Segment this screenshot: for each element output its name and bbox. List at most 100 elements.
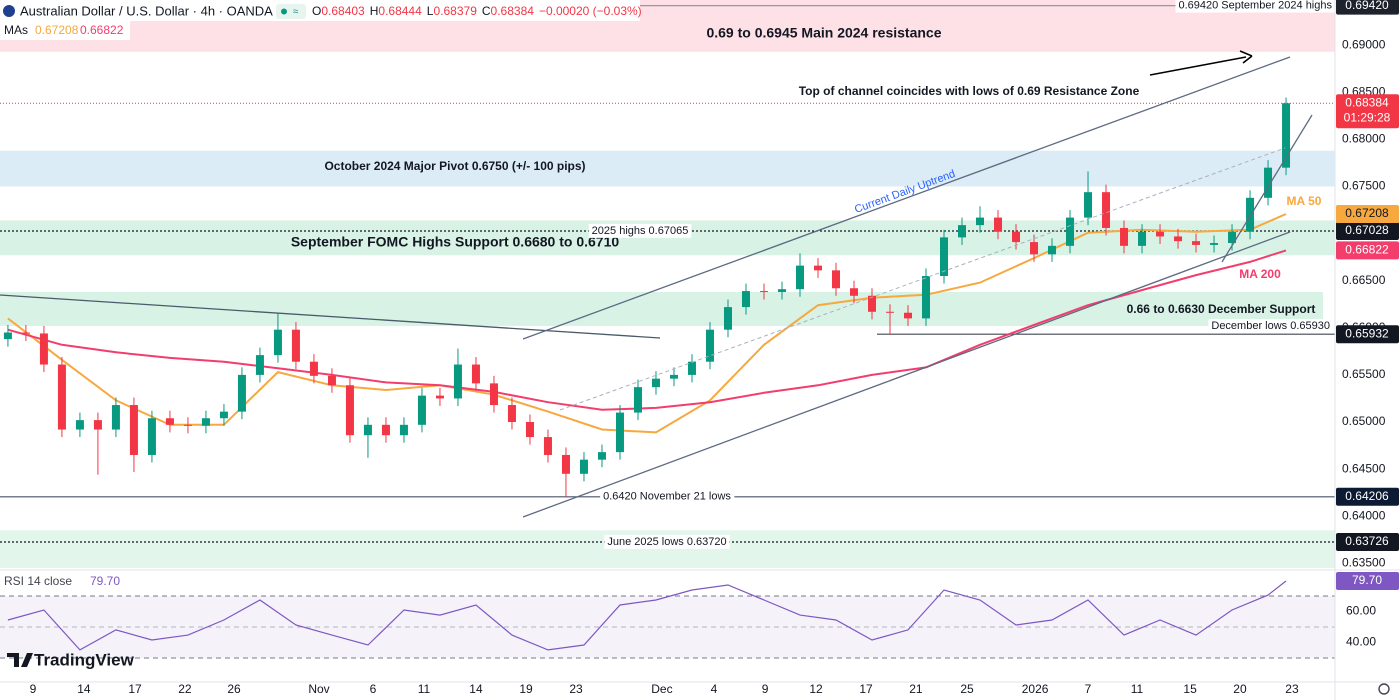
x-tick-label: 9 (30, 682, 37, 696)
candle-body (1264, 167, 1273, 198)
level-note: 0.69420 September 2024 highs (1178, 0, 1332, 12)
x-tick-label: 17 (128, 682, 142, 696)
brand-logo (7, 653, 33, 667)
series-label: MA 50 (1287, 194, 1322, 208)
ohlc-value: 0.68384 (491, 4, 535, 18)
level-badge-label: 0.69420 (1345, 0, 1389, 12)
candle-body (976, 217, 985, 226)
header-buttons[interactable] (276, 4, 306, 19)
candle-body (75, 420, 84, 430)
candle-body (21, 332, 30, 334)
candle-body (1012, 231, 1021, 243)
x-tick-label: Dec (651, 682, 672, 696)
ohlc-change: −0.00020 (−0.03%) (539, 4, 642, 18)
channel-upper-line (522, 56, 1291, 340)
candle-body (958, 225, 967, 238)
candle-body (1246, 197, 1255, 232)
candle-body (183, 424, 192, 426)
candle-body (111, 405, 120, 430)
x-tick-label: 6 (370, 682, 377, 696)
candle-body (741, 291, 750, 308)
channel-lower-line (522, 231, 1291, 518)
candle-body (1282, 103, 1291, 168)
rsi-badge-label: 79.70 (1352, 573, 1382, 587)
symbol-title[interactable]: Australian Dollar / U.S. Dollar · 4h · O… (20, 3, 273, 18)
arrow-line (1149, 56, 1247, 76)
candle-body (1228, 231, 1237, 244)
countdown-label: 01:29:28 (1344, 110, 1391, 124)
x-tick-label: 11 (418, 682, 431, 696)
candle-body (129, 405, 138, 455)
candle-body (489, 383, 498, 406)
candle-body (849, 288, 858, 296)
settings-icon[interactable] (1378, 683, 1390, 695)
y-tick-label: 0.64500 (1342, 461, 1386, 475)
level-note: December lows 0.65930 (1211, 320, 1330, 332)
candle-body (453, 364, 462, 399)
candle-body (813, 265, 822, 271)
candle-body (1156, 231, 1165, 237)
candle-body (309, 361, 318, 376)
candle-body (1102, 192, 1111, 228)
steep-trend-line (1221, 114, 1313, 263)
candle-body (633, 387, 642, 413)
drawings: Top of channel coincides with lows of 0.… (0, 50, 1322, 518)
label-bg (1175, 0, 1336, 13)
x-tick-label: 23 (1285, 682, 1299, 696)
candle-body (291, 329, 300, 362)
x-tick-label: 11 (1131, 682, 1144, 696)
ma-legend-value: 0.66822 (80, 23, 124, 37)
label-bg (600, 489, 735, 504)
x-tick-label: 26 (227, 682, 241, 696)
candle-body (867, 295, 876, 312)
ma-badge-label: 0.66822 (1345, 243, 1389, 257)
candle-body (147, 418, 156, 455)
level-badge (1336, 0, 1399, 15)
candle-body (1120, 227, 1129, 246)
candle-body (435, 395, 444, 399)
level-note: 2025 highs 0.67065 (592, 225, 689, 237)
x-tick-label: 14 (469, 682, 483, 696)
candle-body (273, 329, 282, 356)
symbol-flag[interactable] (3, 5, 15, 17)
level-badge-label: 0.63726 (1345, 534, 1389, 548)
x-tick-label: 4 (711, 682, 718, 696)
header-bg (0, 0, 640, 21)
candle-body (1192, 241, 1201, 245)
time-axis-bg (0, 682, 1335, 700)
ma-legend-title[interactable]: MAs (4, 23, 28, 37)
zone-label: October 2024 Major Pivot 0.6750 (+/- 100… (324, 159, 585, 173)
ohlc-key: C (482, 4, 491, 18)
x-tick-label: 21 (909, 682, 923, 696)
x-tick-label: 23 (569, 682, 583, 696)
candle-body (1084, 192, 1093, 218)
y-tick-label: 0.64000 (1342, 508, 1386, 522)
x-tick-label: 22 (178, 682, 192, 696)
zone-label: 0.66 to 0.6630 December Support (1127, 302, 1316, 316)
x-tick-label: 20 (1233, 682, 1247, 696)
ohlc-legend: O0.68403 H0.68444 L0.68379 C0.68384 −0.00020… (312, 4, 642, 18)
rsi-title[interactable]: RSI 14 close (4, 574, 72, 588)
dashed-trend-line (559, 147, 1286, 411)
header-icon (281, 8, 287, 15)
candle-body (904, 312, 913, 319)
candle-body (1138, 231, 1147, 246)
candle-body (651, 378, 660, 388)
downtrend-line (0, 294, 661, 339)
candle-body (399, 424, 408, 436)
data-layer (3, 97, 1291, 651)
level-badge-label: 0.67028 (1345, 223, 1389, 237)
candle-body (669, 374, 678, 379)
level-badge-label: 0.65932 (1345, 326, 1389, 340)
ma-badge (1336, 241, 1399, 260)
candle-body (723, 307, 732, 330)
candle-body (201, 418, 210, 426)
ma-badge (1336, 205, 1399, 224)
ohlc-value: 0.68444 (378, 4, 422, 18)
y-tick-label: 0.69000 (1342, 37, 1386, 51)
ohlc-key: O (312, 4, 321, 18)
ma-line (7, 249, 1287, 411)
candle-body (39, 333, 48, 365)
